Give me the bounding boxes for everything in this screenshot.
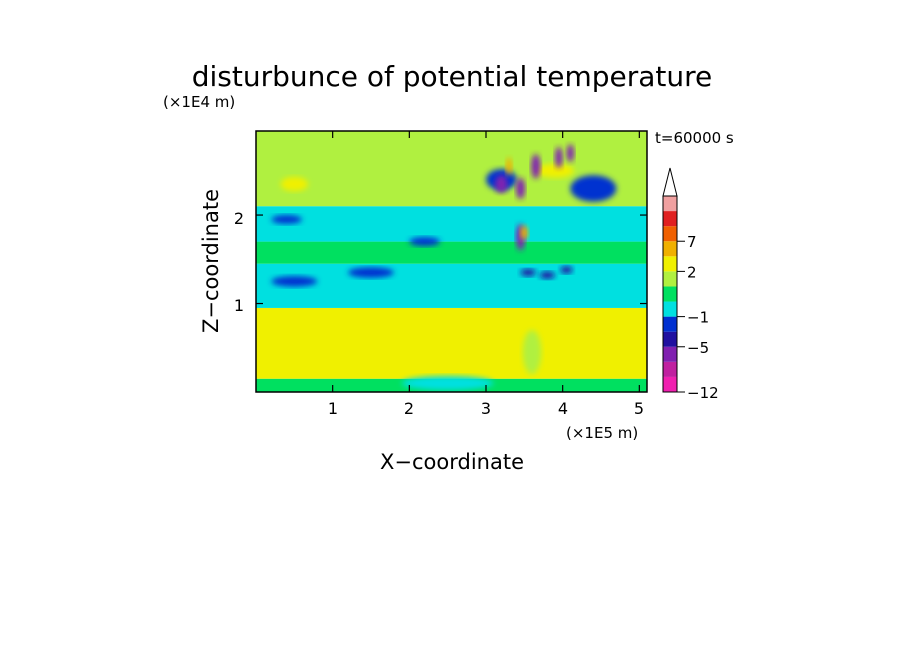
heatmap-feature xyxy=(348,267,394,278)
x-unit-label: (×1E5 m) xyxy=(566,424,638,442)
colorbar-swatch xyxy=(663,301,677,317)
x-tick-label: 3 xyxy=(481,399,491,418)
heatmap-band xyxy=(256,241,647,264)
heatmap-area xyxy=(256,131,647,392)
colorbar-swatch xyxy=(663,316,677,332)
heatmap-feature xyxy=(495,175,508,193)
colorbar-tick-label: −5 xyxy=(687,339,709,357)
heatmap-feature xyxy=(522,330,542,375)
heatmap-feature xyxy=(371,338,448,357)
heatmap-feature xyxy=(271,276,318,287)
colorbar-swatch xyxy=(663,241,677,257)
colorbar-swatch xyxy=(663,271,677,287)
x-tick-label: 2 xyxy=(404,399,414,418)
heatmap-band xyxy=(256,263,647,308)
axis-ticks xyxy=(256,131,647,392)
colorbar-swatch xyxy=(663,256,677,272)
heatmap-feature xyxy=(612,330,647,366)
x-tick-label: 5 xyxy=(634,399,644,418)
colorbar-tick-label: 2 xyxy=(687,263,697,281)
x-axis-label: X−coordinate xyxy=(380,450,524,474)
heatmap-features xyxy=(259,144,647,391)
colorbar-swatch xyxy=(663,361,677,377)
heatmap-feature xyxy=(570,175,617,202)
plot-frame xyxy=(255,130,648,393)
heatmap-feature xyxy=(560,266,573,274)
y-tick-label: 1 xyxy=(234,296,244,315)
heatmap-feature xyxy=(280,177,309,192)
heatmap-feature xyxy=(520,225,529,240)
heatmap-band xyxy=(256,206,647,242)
colorbar-swatch xyxy=(663,286,677,302)
colorbar-tick-label: −12 xyxy=(687,384,719,402)
heatmap-feature xyxy=(401,376,494,391)
heatmap-feature xyxy=(259,338,329,357)
heatmap-feature xyxy=(531,154,541,179)
colorbar-tick-label: −1 xyxy=(687,309,709,327)
heatmap-feature xyxy=(555,146,563,169)
heatmap-feature xyxy=(539,271,555,279)
heatmap-feature xyxy=(520,269,536,277)
colorbar-swatch xyxy=(663,226,677,242)
heatmap-feature xyxy=(271,215,302,224)
chart-title: disturbunce of potential temperature xyxy=(192,60,713,93)
colorbar-extend-arrow xyxy=(662,167,678,197)
heatmap-bands xyxy=(256,131,647,392)
colorbar-swatch xyxy=(663,211,677,227)
time-label: t=60000 s xyxy=(655,129,734,147)
y-axis-label: Z−coordinate xyxy=(199,189,223,333)
colorbar-tick-label: 7 xyxy=(687,233,697,251)
heatmap-feature xyxy=(505,157,513,176)
x-tick-label: 4 xyxy=(558,399,568,418)
colorbar-swatch xyxy=(663,331,677,347)
heatmap-feature xyxy=(535,163,575,178)
heatmap-feature xyxy=(566,144,575,162)
colorbar-swatch xyxy=(663,346,677,362)
heatmap-feature xyxy=(515,177,526,200)
y-unit-label: (×1E4 m) xyxy=(163,93,235,111)
y-tick-label: 2 xyxy=(234,209,244,228)
colorbar-swatch xyxy=(663,376,677,392)
x-tick-label: 1 xyxy=(328,399,338,418)
colorbar: −12−5−127 xyxy=(662,167,719,402)
heatmap-feature xyxy=(409,237,440,247)
colorbar-swatch xyxy=(663,196,677,212)
